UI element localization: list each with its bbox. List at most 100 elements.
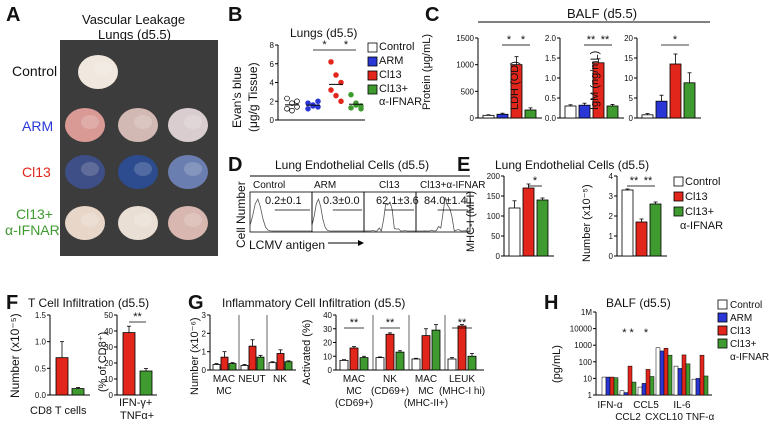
panel-h-bar (641, 383, 647, 396)
panel-c-bar (606, 105, 619, 119)
panel-g2-xlabel: LEUK (449, 374, 475, 385)
panel-e-legend-swatch (673, 176, 684, 187)
panel-e-bar (536, 199, 549, 257)
panel-e1-tick-label: 1 (609, 232, 614, 241)
panel-a-row-label-cl13ifnar: Cl13+ (16, 206, 53, 222)
panel-g2-sig-sig: ** (386, 317, 395, 329)
panel-f2-bar (139, 370, 153, 396)
panel-f1-tick-label: 0.5 (35, 364, 47, 373)
panel-letter-d: D (228, 154, 243, 176)
panel-g2-xlabel: MC (346, 386, 362, 397)
panel-e-legend-2: Cl13+ (685, 206, 715, 218)
panel-letter-g: G (188, 292, 204, 314)
panel-g2-xlabel: NK (383, 374, 397, 385)
panel-g2-tick-label: 40 (323, 311, 332, 320)
panel-d-col-1: ARM (314, 180, 337, 191)
panel-d-title: Lung Endothelial Cells (d5.5) (275, 158, 430, 172)
panel-b-point (310, 103, 316, 109)
panel-h-legend-swatch (717, 312, 728, 323)
panel-h-tick-label: 1000 (574, 341, 592, 350)
panel-e0-tick-label: 150 (487, 192, 501, 201)
panel-d-histogram-curve (416, 197, 470, 232)
panel-b-point (348, 105, 354, 111)
panel-f2-tick-label: 20 (104, 359, 113, 368)
panel-h-bar (699, 354, 705, 396)
panel-g1-bar (220, 356, 229, 371)
panel-b-point (315, 98, 321, 104)
panel-g1-xlabel: NK (273, 374, 287, 385)
panel-d-histogram-box (311, 191, 365, 233)
panel-letter-c: C (425, 4, 440, 26)
panel-a-row-label-arm: ARM (22, 118, 54, 134)
panel-g1-xlabel: NEUT (238, 374, 265, 385)
panel-h-bar (623, 392, 629, 396)
panel-h-xlabel: CCL5 (633, 400, 659, 411)
panel-b-point (284, 95, 290, 102)
panel-h-legend-swatch (717, 338, 728, 349)
panel-e-legend-1: Cl13 (685, 191, 708, 203)
panel-h-bar (601, 376, 607, 396)
panel-f2-tick-label: 0 (109, 391, 114, 400)
panel-f2-sig-sig: ** (133, 311, 142, 323)
panel-g1-tick-label: 2 (202, 329, 207, 338)
panel-f2-tick-label: 30 (104, 343, 113, 352)
panel-h-bar (681, 354, 687, 396)
panel-h-legend-swatch (717, 299, 728, 310)
panel-e0-tick-label: 50 (491, 232, 500, 241)
panel-f1-tick-label: 1.0 (35, 338, 47, 347)
panel-b-point (358, 105, 364, 112)
panel-c1-tick-label: 1.0 (545, 74, 557, 83)
panel-g1-tick-label: 3 (202, 311, 207, 320)
panel-h-tick-label: 100 (579, 358, 593, 367)
panel-c2-tick-label: 5 (629, 94, 634, 103)
panel-c-sig-b-sig: ** (601, 34, 610, 46)
panel-c-bar (496, 113, 509, 119)
panel-e-bar (522, 187, 535, 257)
panel-c-bar (641, 114, 654, 119)
panel-c-sig-b-sig: * (521, 34, 526, 46)
panel-g2-bar (385, 333, 395, 371)
panel-h-bar (613, 377, 619, 396)
panel-c0-tick-label: 1500 (456, 34, 474, 43)
panel-g2-bar (467, 355, 477, 371)
panel-e1-tick-label: 4 (609, 172, 614, 181)
panel-h-bar (685, 363, 691, 396)
panel-g2-xlabel: MC (418, 386, 434, 397)
panel-b-tick-label: 4 (270, 79, 275, 88)
panel-h-xlabel: TNF-α (686, 412, 715, 423)
panel-c-bar (683, 82, 696, 119)
panel-e0-tick-label: 200 (487, 172, 501, 181)
panel-f2-tick-label: 40 (104, 327, 113, 336)
panel-d-histogram-curve (249, 198, 312, 232)
panel-b-sig-1-sig: * (322, 39, 327, 51)
lung-highlight (94, 62, 112, 76)
panel-b-legend-1: ARM (379, 55, 404, 67)
panel-d-histogram-curve (363, 201, 416, 232)
panel-h-bar (663, 348, 669, 396)
panel-g2-bar (421, 335, 431, 371)
panel-h-xlabel: CXCL10 (645, 412, 683, 423)
panel-g2-tick-label: 20 (323, 339, 332, 348)
panel-b-sig-2-sig: * (344, 39, 349, 51)
lung-specimen (118, 108, 158, 142)
panel-a-row-label-cl13ifnar-2: α-IFNAR (5, 222, 60, 238)
panel-c2-tick-label: 0 (629, 114, 634, 123)
panel-h-bar (619, 390, 625, 396)
panel-g2-xlabel: (CD69+) (371, 386, 409, 397)
panel-h-legend-label: Control (730, 300, 762, 311)
panel-e-sig-a-sig: ** (630, 175, 639, 187)
panel-g2-tick-label: 10 (323, 352, 332, 361)
lung-highlight (134, 162, 152, 176)
panel-g1-bar (268, 362, 277, 371)
panel-g1-xlabel: MC (216, 386, 232, 397)
panel-e1-tick-label: 3 (609, 192, 614, 201)
panel-d-col-0: Control (253, 180, 286, 191)
panel-f2-tick-label: 50 (104, 311, 113, 320)
panel-g2-xlabel: (MHC-II+) (404, 398, 448, 409)
lung-specimen (65, 206, 105, 240)
panel-c-sig-a-sig: * (673, 34, 678, 46)
panel-c0-tick-label: 0 (470, 114, 475, 123)
panel-d-histogram-box (249, 191, 313, 233)
panel-g2-bar (447, 358, 457, 371)
panel-e-bar (508, 207, 521, 257)
